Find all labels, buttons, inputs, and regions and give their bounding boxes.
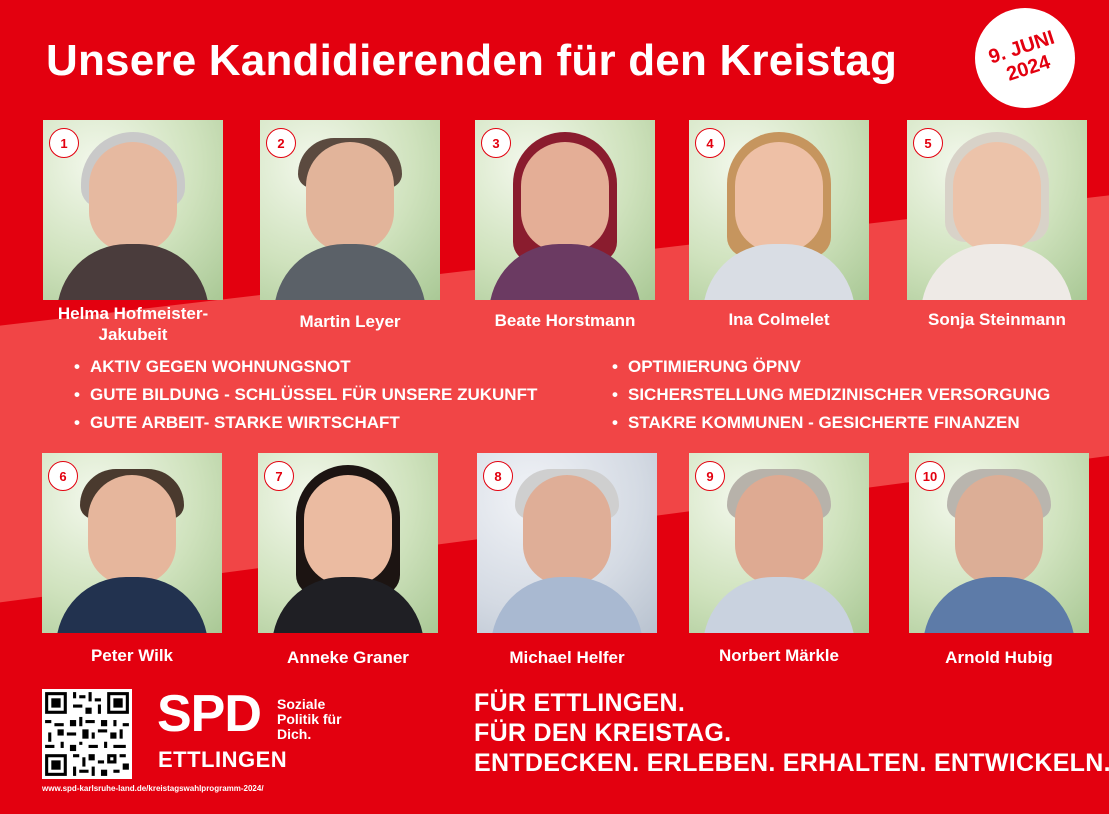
slogans: FÜR ETTLINGEN. FÜR DEN KREISTAG. ENTDECK…	[474, 688, 1109, 778]
program-url[interactable]: www.spd-karlsruhe-land.de/kreistagswahlp…	[42, 784, 264, 793]
candidate-number: 7	[264, 461, 294, 491]
candidate-number: 2	[266, 128, 296, 158]
goal-item: AKTIV GEGEN WOHNUNGSNOT	[74, 353, 537, 381]
page-title: Unsere Kandidierenden für den Kreistag	[46, 36, 898, 85]
slogan-line: ENTDECKEN. ERLEBEN. ERHALTEN. ENTWICKELN…	[474, 749, 1109, 777]
slogan-line: FÜR ETTLINGEN.	[474, 689, 686, 717]
candidate-name: Michael Helfer	[509, 648, 625, 667]
goal-item: SICHERSTELLUNG MEDIZINISCHER VERSORGUNG	[612, 381, 1050, 409]
goal-item: GUTE BILDUNG - SCHLÜSSEL FÜR UNSERE ZUKU…	[74, 381, 537, 409]
candidate-name: Martin Leyer	[299, 312, 401, 331]
candidate-number: 1	[49, 128, 79, 158]
candidate-name: Sonja Steinmann	[928, 310, 1066, 329]
candidate-name: Arnold Hubig	[945, 648, 1053, 667]
goals-left-list: AKTIV GEGEN WOHNUNGSNOT GUTE BILDUNG - S…	[74, 353, 537, 437]
logo-claim-line: Soziale	[277, 696, 326, 712]
date-badge: 9. JUNI 2024	[975, 8, 1075, 108]
candidate-name: Beate Horstmann	[494, 311, 636, 330]
candidate-name: Anneke Graner	[287, 648, 409, 667]
candidate-photo	[475, 120, 655, 300]
logo-claim-line: Politik für	[277, 711, 342, 727]
candidate-number: 8	[483, 461, 513, 491]
goals-right-list: OPTIMIERUNG ÖPNV SICHERSTELLUNG MEDIZINI…	[612, 353, 1050, 437]
candidate-number: 5	[913, 128, 943, 158]
candidate-photo	[258, 453, 438, 633]
candidate-name: Norbert Märkle	[719, 646, 839, 665]
date-badge-text: 9. JUNI 2024	[985, 26, 1058, 86]
goal-item: STAKRE KOMMUNEN - GESICHERTE FINANZEN	[612, 409, 1050, 437]
candidate-number: 6	[48, 461, 78, 491]
logo-claim: Soziale Politik für Dich.	[277, 697, 342, 742]
candidate-number: 10	[915, 461, 945, 491]
goal-item: OPTIMIERUNG ÖPNV	[612, 353, 1050, 381]
candidate-name: Helma Hofmeister-Jakubeit	[57, 304, 209, 344]
qr-code-icon[interactable]	[42, 689, 132, 779]
slogan-line: FÜR DEN KREISTAG.	[474, 719, 732, 747]
candidate-number: 4	[695, 128, 725, 158]
candidate-number: 3	[481, 128, 511, 158]
spd-logo: SPD	[157, 685, 262, 743]
logo-claim-line: Dich.	[277, 726, 312, 742]
candidate-photo	[477, 453, 657, 633]
candidate-name: Ina Colmelet	[728, 310, 830, 329]
candidate-number: 9	[695, 461, 725, 491]
logo-city: ETTLINGEN	[158, 747, 288, 772]
candidate-photo	[42, 453, 222, 633]
goal-item: GUTE ARBEIT- STARKE WIRTSCHAFT	[74, 409, 537, 437]
candidate-name: Peter Wilk	[90, 646, 174, 665]
